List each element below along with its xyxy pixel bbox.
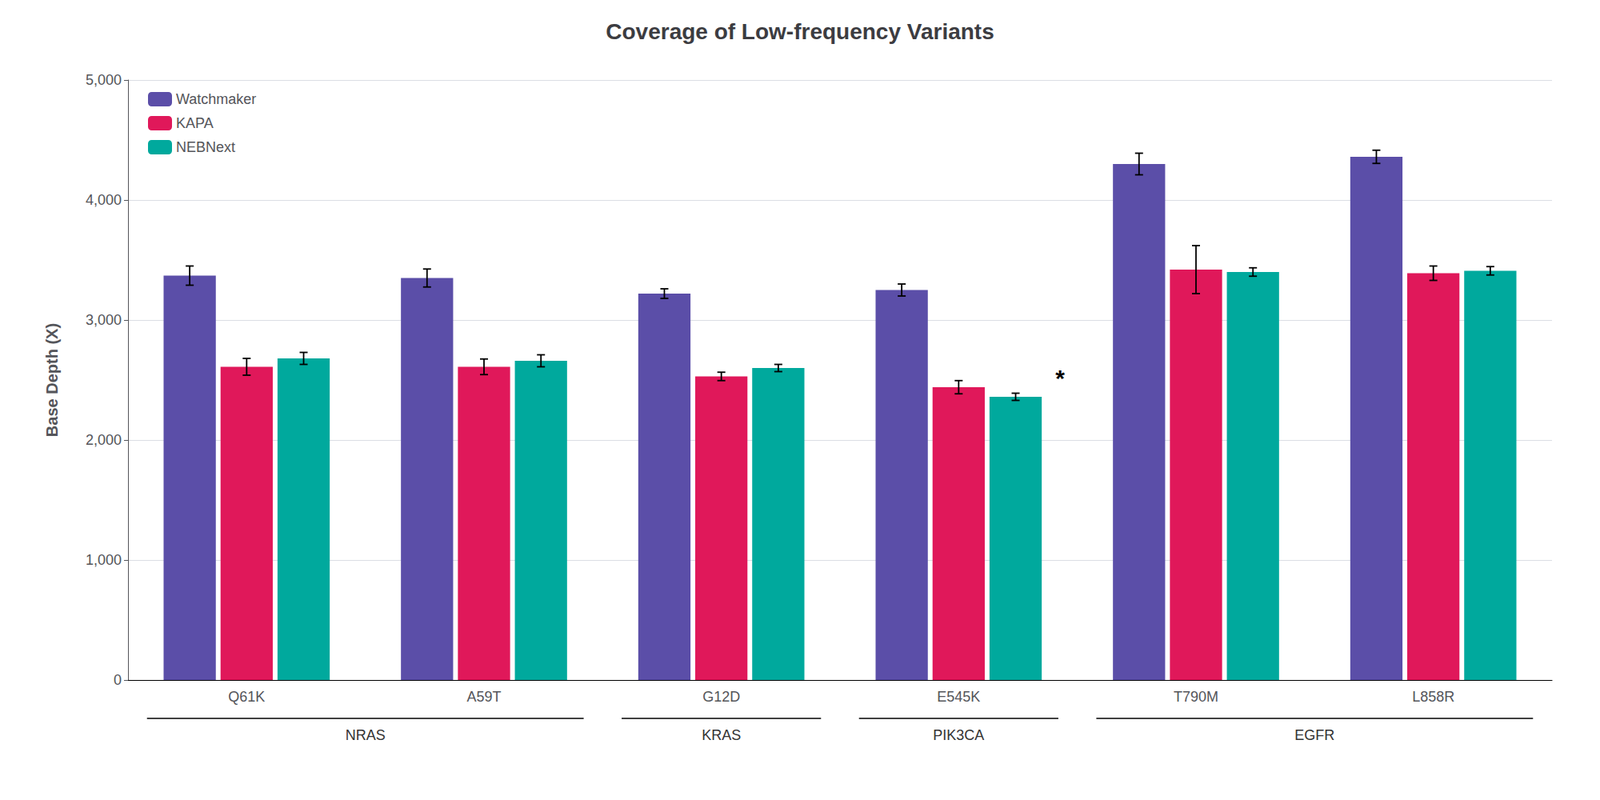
svg-text:T790M: T790M: [1173, 688, 1219, 705]
svg-text:3,000: 3,000: [85, 312, 122, 328]
svg-text:L858R: L858R: [1412, 688, 1455, 705]
svg-text:E545K: E545K: [936, 688, 980, 705]
svg-text:EGFR: EGFR: [1294, 727, 1335, 744]
svg-text:4,000: 4,000: [85, 192, 122, 208]
svg-text:Base Depth (X): Base Depth (X): [43, 323, 61, 437]
svg-text:G12D: G12D: [702, 688, 740, 705]
svg-text:1,000: 1,000: [85, 552, 122, 568]
svg-text:Q61K: Q61K: [228, 688, 265, 705]
svg-text:KRAS: KRAS: [701, 727, 741, 744]
svg-text:KAPA: KAPA: [176, 115, 214, 132]
svg-text:Coverage of Low-frequency Vari: Coverage of Low-frequency Variants: [605, 19, 994, 44]
svg-text:NRAS: NRAS: [345, 727, 386, 744]
svg-text:A59T: A59T: [466, 688, 501, 705]
svg-text:2,000: 2,000: [85, 432, 122, 448]
svg-text:Watchmaker: Watchmaker: [176, 91, 256, 108]
svg-text:5,000: 5,000: [85, 72, 122, 88]
svg-text:NEBNext: NEBNext: [176, 139, 236, 156]
svg-text:0: 0: [113, 672, 122, 688]
svg-text:*: *: [1055, 364, 1065, 392]
svg-text:PIK3CA: PIK3CA: [932, 727, 984, 744]
